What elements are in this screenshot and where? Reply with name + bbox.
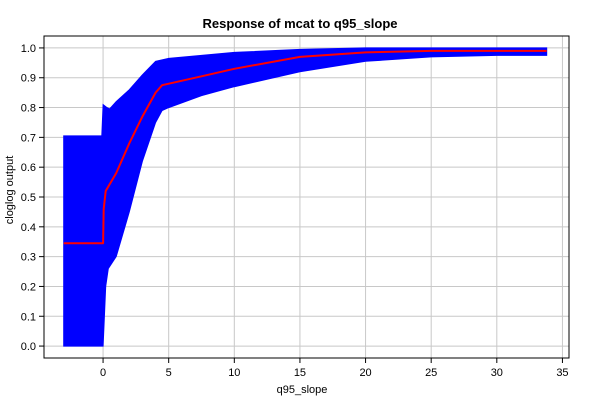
y-tick-label: 1.0: [21, 43, 36, 55]
y-tick-label: 0.3: [21, 252, 36, 264]
x-tick-label: 20: [359, 367, 371, 379]
y-tick-label: 0.5: [21, 192, 36, 204]
x-tick-label: 25: [425, 367, 437, 379]
plot-area: 0 5 10 15 20 25 30 35 0.0 0.1 0.2 0.3 0.4 0.5 0.6 0.7 0.…: [21, 35, 570, 379]
chart-title: Response of mcat to q95_slope: [202, 16, 397, 31]
y-tick-label: 0.1: [21, 311, 36, 323]
confidence-band: [63, 47, 548, 347]
x-tick-label: 30: [491, 367, 503, 379]
y-tick-label: 0.0: [21, 341, 36, 353]
y-tick-label: 0.2: [21, 281, 36, 293]
x-tick-label: 10: [228, 367, 240, 379]
y-tick-label: 0.9: [21, 73, 36, 85]
y-tick-label: 0.8: [21, 103, 36, 115]
y-tick-label: 0.7: [21, 132, 36, 144]
y-tick-label: 0.4: [21, 222, 36, 234]
y-axis-label: cloglog output: [4, 156, 16, 225]
y-tick-label: 0.6: [21, 162, 36, 174]
x-axis-label: q95_slope: [277, 384, 328, 396]
x-tick-label: 35: [556, 367, 568, 379]
x-tick-label: 5: [166, 367, 172, 379]
x-tick-label: 15: [294, 367, 306, 379]
x-tick-label: 0: [100, 367, 106, 379]
response-line: [63, 49, 547, 245]
